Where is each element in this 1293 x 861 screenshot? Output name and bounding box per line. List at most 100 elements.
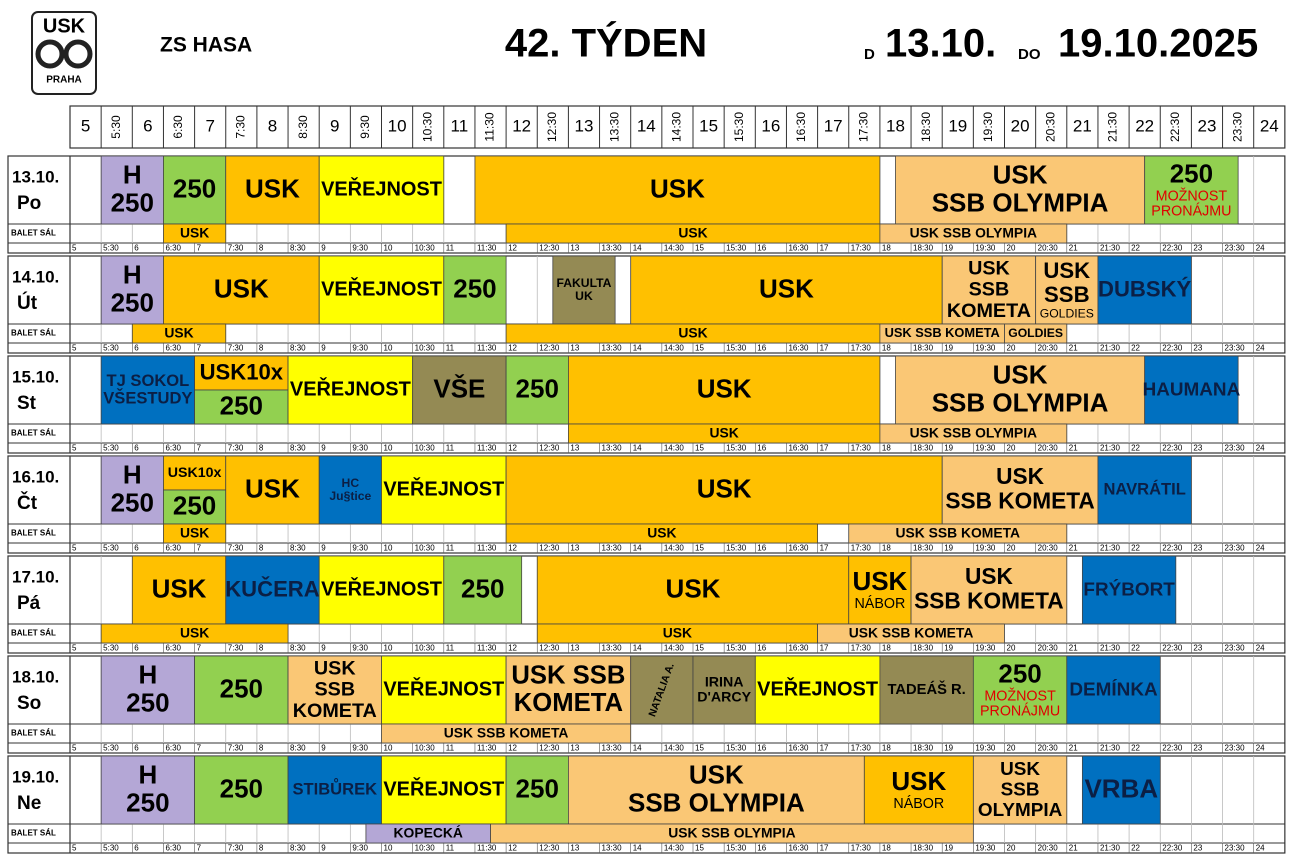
time-small: 20 xyxy=(1007,544,1016,553)
time-small: 23 xyxy=(1193,744,1202,753)
time-small: 12:30 xyxy=(539,444,560,453)
logo-eye xyxy=(35,39,65,69)
time-small: 21 xyxy=(1069,344,1078,353)
time-label: 5 xyxy=(81,116,90,135)
time-small: 12:30 xyxy=(539,644,560,653)
time-small: 21 xyxy=(1069,644,1078,653)
time-label: 9 xyxy=(330,116,339,135)
booking xyxy=(100,455,164,525)
time-small: 22 xyxy=(1131,844,1140,853)
time-small: 12 xyxy=(508,844,517,853)
time-small: 12:30 xyxy=(539,544,560,553)
block-label: 250 xyxy=(111,187,154,217)
booking xyxy=(1066,655,1161,725)
time-small: 13:30 xyxy=(602,644,623,653)
place: ZS HASA xyxy=(160,34,252,57)
time-small: 23:30 xyxy=(1225,744,1246,753)
time-small: 5:30 xyxy=(103,544,119,553)
time-small: 9 xyxy=(321,644,326,653)
time-small: 7 xyxy=(197,244,202,253)
time-small: 22 xyxy=(1131,644,1140,653)
time-small: 5 xyxy=(72,344,77,353)
time-small: 11:30 xyxy=(477,844,497,853)
time-small: 24 xyxy=(1256,344,1265,353)
time-small: 22 xyxy=(1131,444,1140,453)
day-name: St xyxy=(17,393,37,414)
time-small: 16:30 xyxy=(788,544,809,553)
day: 17.10. Pá BALET SÁL 5 5:30 6 6:30 7 7:30 8 8:30 9 9:… xyxy=(7,555,1286,654)
time-small: 9:30 xyxy=(352,244,368,253)
block-label: USK SSB KOMETA xyxy=(885,325,1000,340)
block-label: USK SSB OLYMPIA xyxy=(910,424,1037,440)
time-small: 14:30 xyxy=(664,344,685,353)
block-label: VŠE xyxy=(433,373,485,403)
block-label: H xyxy=(123,459,142,489)
day: 19.10. Ne BALET SÁL 5 5:30 6 6:30 7 7:30 8 8:30 9 9:… xyxy=(7,755,1286,854)
time-small: 17 xyxy=(820,644,829,653)
block-label: USK xyxy=(666,573,721,603)
block-label: USK xyxy=(759,273,814,303)
time-label: 22:30 xyxy=(1168,112,1182,142)
block-label: DEMÍNKA xyxy=(1069,678,1158,700)
day-date: 13.10. xyxy=(12,167,59,186)
time-small: 8:30 xyxy=(290,744,306,753)
time-small: 10:30 xyxy=(415,644,436,653)
time-small: 23 xyxy=(1193,644,1202,653)
time-small: 5:30 xyxy=(103,844,119,853)
time-small: 13 xyxy=(570,844,579,853)
time-small: 9:30 xyxy=(352,644,368,653)
block-label: SSB xyxy=(314,679,355,701)
time-label: 14 xyxy=(637,116,656,135)
booking xyxy=(381,655,507,725)
time-small: 15:30 xyxy=(726,244,747,253)
block-label: VEŘEJNOST xyxy=(383,777,504,801)
booking xyxy=(194,389,289,425)
time-small: 14:30 xyxy=(664,844,685,853)
balet-label: BALET SÁL xyxy=(11,529,56,538)
booking xyxy=(536,555,850,625)
time-small: 8 xyxy=(259,744,264,753)
time-small: 5:30 xyxy=(103,744,119,753)
time-small: 21:30 xyxy=(1100,344,1121,353)
booking xyxy=(505,455,943,525)
time-label: 15:30 xyxy=(732,112,746,142)
block-label: 250 xyxy=(111,487,154,517)
booking xyxy=(194,355,289,391)
time-small: 22 xyxy=(1131,244,1140,253)
booking xyxy=(1081,555,1177,625)
booking xyxy=(474,155,881,225)
day-date: 18.10. xyxy=(12,667,59,686)
time-small: 13:30 xyxy=(602,544,623,553)
balet-label: BALET SÁL xyxy=(11,629,56,638)
booking xyxy=(287,755,382,825)
time-small: 15:30 xyxy=(726,444,747,453)
time-small: 7:30 xyxy=(228,344,244,353)
block-label: 250 xyxy=(220,773,263,803)
block-label: 250 xyxy=(173,490,216,520)
day: 16.10. Čt BALET SÁL 5 5:30 6 6:30 7 7:30 8 8:30 9 9:… xyxy=(7,455,1286,554)
booking xyxy=(100,255,164,325)
block-label: USK xyxy=(314,657,356,679)
block-label: H xyxy=(138,759,157,789)
time-small: 13:30 xyxy=(602,444,623,453)
time-small: 5 xyxy=(72,644,77,653)
time-small: 9:30 xyxy=(352,844,368,853)
time-small: 6:30 xyxy=(165,844,181,853)
time-small: 6 xyxy=(134,844,139,853)
time-small: 19 xyxy=(944,744,953,753)
time-small: 22 xyxy=(1131,344,1140,353)
time-small: 14 xyxy=(633,644,642,653)
block-label: USK xyxy=(1043,258,1090,283)
time-small: 13:30 xyxy=(602,344,623,353)
block-label: SSB KOMETA xyxy=(914,588,1063,614)
time-small: 12 xyxy=(508,344,517,353)
booking xyxy=(505,355,569,425)
time-small: 22:30 xyxy=(1162,544,1183,553)
time-small: 11:30 xyxy=(477,244,497,253)
time-small: 12 xyxy=(508,544,517,553)
booking xyxy=(630,655,694,725)
day-name: Út xyxy=(17,292,38,314)
block-label: NAVRÁTIL xyxy=(1103,480,1185,499)
time-small: 24 xyxy=(1256,444,1265,453)
